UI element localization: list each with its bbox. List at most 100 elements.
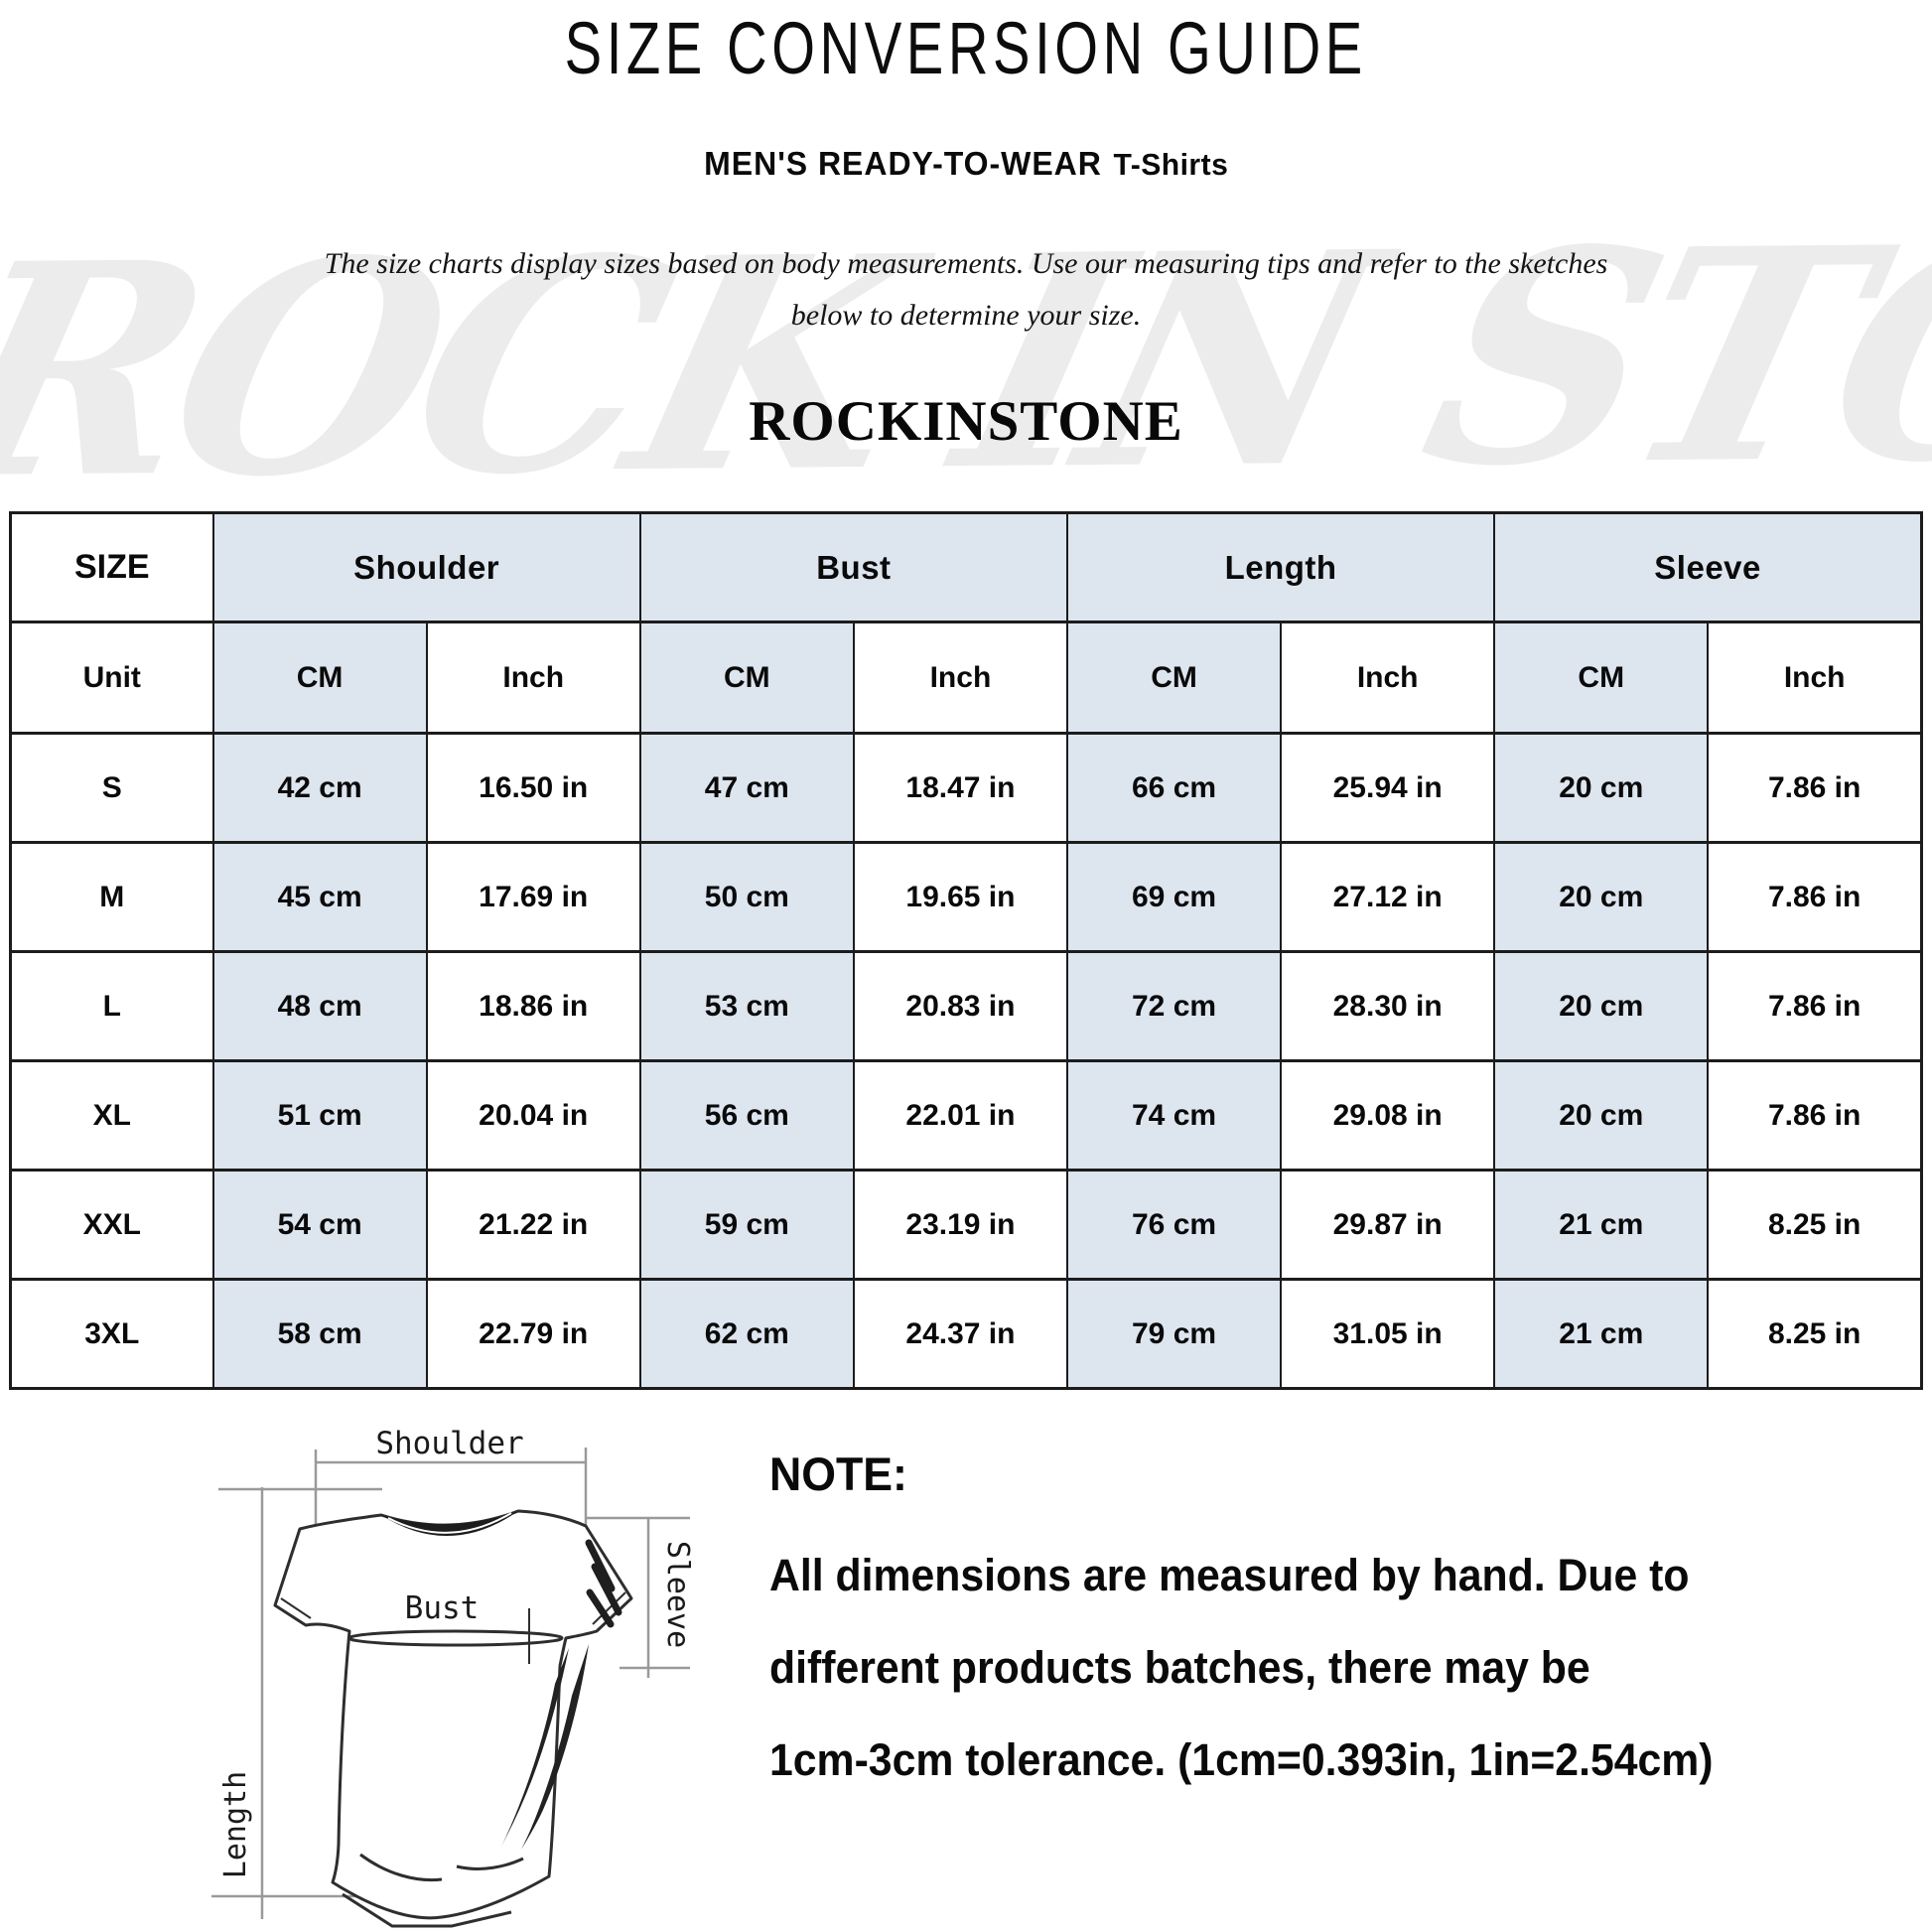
- bust-label: Bust: [405, 1590, 480, 1626]
- measurement-cell: 20 cm: [1493, 1059, 1710, 1172]
- inch-header: Inch: [1280, 621, 1496, 735]
- bust-column-header: Bust: [638, 511, 1068, 623]
- table-row: S 42 cm 16.50 in 47 cm 18.47 in 66 cm 25.94 i…: [9, 732, 1923, 844]
- measurement-cell: 18.86 in: [425, 950, 641, 1062]
- measurement-cell: 42 cm: [211, 732, 428, 844]
- tshirt-outline: [273, 1509, 633, 1920]
- measurement-cell: 21.22 in: [425, 1169, 641, 1281]
- cm-header: CM: [1493, 621, 1710, 735]
- measurement-cell: 50 cm: [638, 841, 855, 953]
- sleeve-label: Sleeve: [660, 1541, 695, 1648]
- measurement-cell: 8.25 in: [1707, 1278, 1923, 1390]
- size-cell: S: [9, 732, 214, 844]
- note-section: NOTE: All dimensions are measured by han…: [769, 1445, 1932, 1806]
- measurement-cell: 53 cm: [638, 950, 855, 1062]
- measurement-cell: 24.37 in: [852, 1278, 1068, 1390]
- body-shadow-folds: [501, 1644, 589, 1850]
- measurement-cell: 76 cm: [1065, 1169, 1283, 1281]
- size-cell: XXL: [9, 1169, 214, 1281]
- note-line-3: 1cm-3cm tolerance. (1cm=0.393in, 1in=2.5…: [769, 1734, 1714, 1785]
- measurement-cell: 31.05 in: [1280, 1278, 1496, 1390]
- length-column-header: Length: [1065, 511, 1496, 623]
- measurement-cell: 25.94 in: [1280, 732, 1496, 844]
- cm-header: CM: [211, 621, 428, 735]
- inch-header: Inch: [425, 621, 641, 735]
- note-line-2: different products batches, there may be: [769, 1642, 1590, 1693]
- measurement-cell: 22.01 in: [852, 1059, 1068, 1172]
- collar-rib-line: [387, 1512, 512, 1534]
- table-unit-row: Unit CM Inch CM Inch CM Inch CM Inch: [9, 621, 1923, 735]
- page-title: SIZE CONVERSION GUIDE: [564, 7, 1368, 89]
- measurement-cell: 72 cm: [1065, 950, 1283, 1062]
- cuff-seams: [280, 1591, 626, 1625]
- measurement-cell: 7.86 in: [1707, 732, 1923, 844]
- size-cell: M: [9, 841, 214, 953]
- bust-line: [347, 1629, 564, 1647]
- measurement-cell: 45 cm: [211, 841, 428, 953]
- subtitle-category: MEN'S READY-TO-WEAR: [703, 145, 1102, 182]
- measurement-cell: 69 cm: [1065, 841, 1283, 953]
- measurement-cell: 20.83 in: [852, 950, 1068, 1062]
- measurement-cell: 48 cm: [211, 950, 428, 1062]
- measurement-cell: 27.12 in: [1280, 841, 1496, 953]
- measurement-cell: 20.04 in: [425, 1059, 641, 1172]
- measurement-guides: [211, 1448, 690, 1919]
- measurement-cell: 18.47 in: [852, 732, 1068, 844]
- measurement-cell: 21 cm: [1493, 1278, 1710, 1390]
- measurement-cell: 16.50 in: [425, 732, 641, 844]
- tshirt-measurement-diagram: Shoulder Bust Length Sleeve: [211, 1426, 695, 1928]
- measurement-cell: 28.30 in: [1280, 950, 1496, 1062]
- sleeve-column-header: Sleeve: [1493, 511, 1923, 623]
- subtitle-item: T-Shirts: [1113, 147, 1229, 182]
- measurement-cell: 59 cm: [638, 1169, 855, 1281]
- sleeve-shading: [585, 1539, 622, 1628]
- intro-line-2: below to determine your size.: [790, 299, 1142, 332]
- measurement-cell: 7.86 in: [1707, 841, 1923, 953]
- intro-text: The size charts display sizes based on b…: [0, 238, 1932, 342]
- intro-line-1: The size charts display sizes based on b…: [324, 247, 1608, 280]
- length-label: Length: [218, 1771, 253, 1878]
- size-column-header: SIZE: [9, 511, 214, 623]
- table-row: 3XL 58 cm 22.79 in 62 cm 24.37 in 79 cm 31.05…: [9, 1278, 1923, 1390]
- cm-header: CM: [638, 621, 855, 735]
- shoulder-column-header: Shoulder: [211, 511, 641, 623]
- measurement-cell: 22.79 in: [425, 1278, 641, 1390]
- inch-header: Inch: [852, 621, 1068, 735]
- measurement-cell: 58 cm: [211, 1278, 428, 1390]
- measurement-cell: 20 cm: [1493, 841, 1710, 953]
- measurement-cell: 20 cm: [1493, 732, 1710, 844]
- measurement-cell: 62 cm: [638, 1278, 855, 1390]
- measurement-cell: 23.19 in: [852, 1169, 1068, 1281]
- hem-wrinkles: [342, 1853, 524, 1928]
- measurement-cell: 66 cm: [1065, 732, 1283, 844]
- shoulder-label: Shoulder: [375, 1426, 523, 1461]
- measurement-cell: 29.08 in: [1280, 1059, 1496, 1172]
- size-cell: L: [9, 950, 214, 1062]
- note-heading: NOTE:: [769, 1448, 907, 1500]
- measurement-cell: 54 cm: [211, 1169, 428, 1281]
- measurement-cell: 17.69 in: [425, 841, 641, 953]
- measurement-cell: 47 cm: [638, 732, 855, 844]
- size-conversion-table: SIZE Shoulder Bust Length Sleeve Unit CM…: [9, 511, 1923, 1390]
- cm-header: CM: [1065, 621, 1283, 735]
- measurement-cell: 7.86 in: [1707, 950, 1923, 1062]
- measurement-cell: 79 cm: [1065, 1278, 1283, 1390]
- table-header-row: SIZE Shoulder Bust Length Sleeve: [9, 511, 1923, 623]
- table-row: L 48 cm 18.86 in 53 cm 20.83 in 72 cm 28.30 i…: [9, 950, 1923, 1062]
- page-header: SIZE CONVERSION GUIDE: [0, 6, 1932, 90]
- measurement-cell: 8.25 in: [1707, 1169, 1923, 1281]
- size-cell: 3XL: [9, 1278, 214, 1390]
- brand-title: ROCKINSTONE: [749, 390, 1183, 453]
- table-row: XL 51 cm 20.04 in 56 cm 22.01 in 74 cm 29.08 …: [9, 1059, 1923, 1172]
- table-row: M 45 cm 17.69 in 50 cm 19.65 in 69 cm 27.12 i…: [9, 841, 1923, 953]
- size-cell: XL: [9, 1059, 214, 1172]
- measurement-cell: 19.65 in: [852, 841, 1068, 953]
- measurement-cell: 21 cm: [1493, 1169, 1710, 1281]
- measurement-cell: 20 cm: [1493, 950, 1710, 1062]
- inch-header: Inch: [1707, 621, 1923, 735]
- measurement-cell: 29.87 in: [1280, 1169, 1496, 1281]
- table-row: XXL 54 cm 21.22 in 59 cm 23.19 in 76 cm 29.87…: [9, 1169, 1923, 1281]
- subtitle-row: MEN'S READY-TO-WEAR T-Shirts: [0, 145, 1932, 183]
- note-line-1: All dimensions are measured by hand. Due…: [769, 1550, 1690, 1600]
- unit-label: Unit: [9, 621, 214, 735]
